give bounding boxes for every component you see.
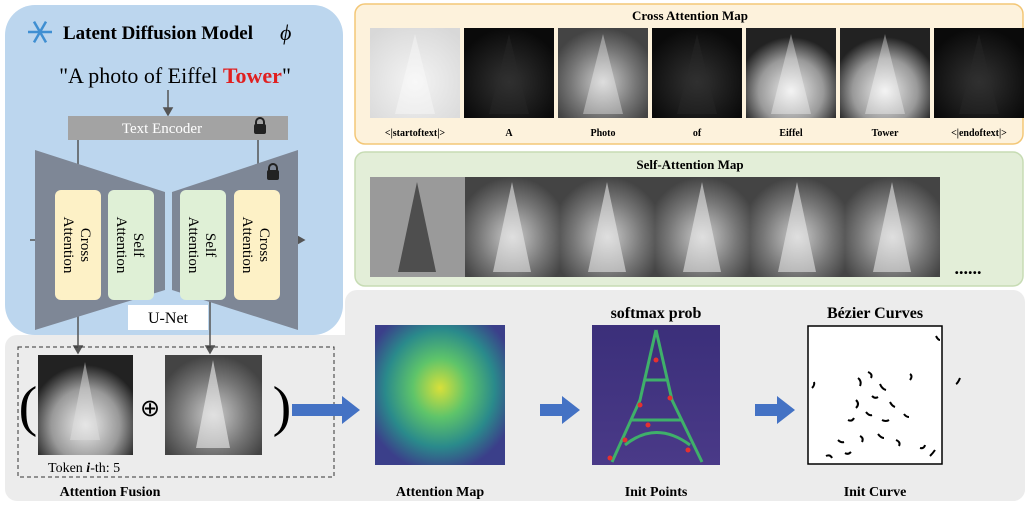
tower-shape [493,182,531,272]
tower-shape [70,362,100,440]
self-attention-block [108,190,154,300]
stage-caption: Init Points [625,485,688,500]
token-label: Token i-th: 5 [48,461,120,476]
cross-map-image [840,28,930,118]
tower-shape [959,34,999,114]
token-label: Tower [872,128,899,139]
softmax-image [592,325,720,465]
tower-outline [610,329,704,463]
ellipsis: ...... [955,258,982,278]
ldm-title: Latent Diffusion Model [63,23,253,44]
curve-canvas [807,325,943,465]
lock-icon [254,117,266,134]
token-label: A [505,128,513,139]
cross-attention-block [234,190,280,300]
snowflake-icon [28,20,52,44]
attention-map-image [375,325,505,465]
flow-arrow [755,396,795,424]
token-label: Eiffel [779,128,803,139]
tower-shape [395,34,435,114]
cross-map-image [652,28,742,118]
self-attention-title: Self-Attention Map [636,157,743,172]
tower-shape [683,182,721,272]
cross-map-image [934,28,1024,118]
close-paren: ) [273,376,292,438]
prompt-prefix: "A photo of Eiffel [59,63,223,88]
prompt-highlight: Tower [223,63,282,88]
cross-map-image [558,28,648,118]
text-encoder-label: Text Encoder [122,121,202,137]
tower-shape [778,182,816,272]
cross-map-image [464,28,554,118]
ldm-symbol: ϕ [280,20,291,45]
cross-attention-title: Cross Attention Map [632,8,748,23]
block-label: CrossAttention [239,217,272,274]
tower-shape [677,34,717,114]
token-label: <|startoftext|> [385,128,446,139]
cross-map-image [746,28,836,118]
tower-shape [588,182,626,272]
block-label: CrossAttention [60,217,93,274]
init-curves [811,335,961,459]
tower-shape [489,34,529,114]
token-label: of [693,128,702,139]
text-encoder [68,116,288,140]
token-suffix: -th: 5 [90,461,120,476]
block-label: SelfAttention [113,217,146,274]
stage-title: Bézier Curves [827,305,923,322]
tower-shape [873,182,911,272]
token-label: <|endoftext|> [951,128,1007,139]
stage-title: softmax prob [611,305,702,322]
unet-box [128,305,208,330]
prompt-suffix: " [282,63,291,88]
lock-icon [267,163,279,180]
unet-label: U-Net [148,310,189,327]
token-i: i [86,461,90,476]
stage-caption: Init Curve [844,485,907,500]
prompt: "A photo of Eiffel Tower" [59,63,291,88]
open-paren: ( [19,376,38,438]
token-label: Photo [591,128,616,139]
self-attention-block [180,190,226,300]
cross-attention-block [55,190,101,300]
flow-arrow [292,396,360,424]
cross-map-image [370,28,460,118]
tower-shape [865,34,905,114]
flow-arrow [540,396,580,424]
tower-shape [398,182,436,272]
fusion-caption: Attention Fusion [60,485,161,500]
init-points [607,357,691,461]
block-label: SelfAttention [185,217,218,274]
token-prefix: Token [48,461,86,476]
tower-shape [196,360,230,448]
stage-caption: Attention Map [396,485,484,500]
tower-shape [583,34,623,114]
fusion-operator: ⊕ [140,396,160,422]
tower-shape [771,34,811,114]
